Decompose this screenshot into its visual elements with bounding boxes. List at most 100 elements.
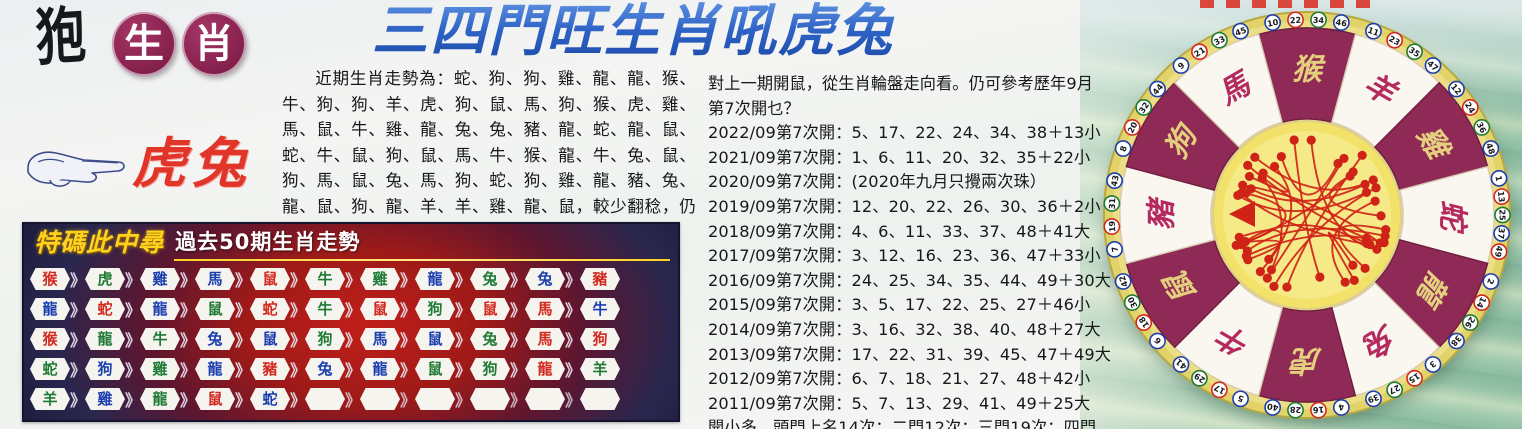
zodiac-cell: 鼠 xyxy=(195,298,235,320)
zodiac-cell xyxy=(525,388,565,410)
wheel-number-ball xyxy=(1494,206,1511,224)
zodiac-cell: 馬 xyxy=(360,328,400,350)
chevron-right-icon: 》 xyxy=(235,271,252,290)
chevron-right-icon: 》 xyxy=(510,361,527,380)
history-entry: 2021/09第7次開：1、6、11、20、32、35＋22小 xyxy=(708,147,1091,167)
trend-table-header: 特碼此中尋 過去50期生肖走勢 xyxy=(24,224,678,262)
wheel-number-ball xyxy=(1461,314,1479,331)
history-entry: 2016/09第7次開：24、25、34、35、44、49＋30大 xyxy=(708,270,1112,290)
wheel-number-ball xyxy=(1482,273,1500,290)
wheel-number-label: 22 xyxy=(1290,15,1302,26)
wheel-number-label: 19 xyxy=(1107,220,1118,232)
wheel-number-label: 5 xyxy=(1236,393,1245,404)
zodiac-cell: 豬 xyxy=(250,358,290,380)
chevron-right-icon: 》 xyxy=(180,301,197,320)
chevron-right-icon: 》 xyxy=(455,331,472,350)
wheel-segment-label: 豬 xyxy=(1145,195,1180,230)
table-row: 猴》虎》雞》馬》鼠》牛》雞》龍》兔》兔》豬 xyxy=(30,264,672,294)
wheel-number-ball xyxy=(1114,140,1132,157)
wheel-number-ball xyxy=(1232,390,1249,408)
zodiac-wheel: 猴 10 22 34 46 羊 11 23 35 47 雞 12 24 36 48 蛇 1 13 25 37 49 龍 2 1… xyxy=(1098,8,1516,422)
zodiac-cell: 猴 xyxy=(30,328,70,350)
zodiac-cell: 馬 xyxy=(525,328,565,350)
wheel-number-ball xyxy=(1232,22,1249,40)
chevron-right-icon: 》 xyxy=(290,331,307,350)
decorative-top-strip xyxy=(1200,0,1380,8)
zodiac-cell: 蛇 xyxy=(250,388,290,410)
wheel-number-ball xyxy=(1386,381,1404,399)
wheel-number-ball xyxy=(1482,140,1500,157)
zodiac-cell: 龍 xyxy=(85,328,125,350)
chevron-right-icon: 》 xyxy=(400,361,417,380)
chevron-right-icon: 》 xyxy=(565,271,582,290)
chevron-right-icon: 》 xyxy=(400,391,417,410)
chevron-right-icon: 》 xyxy=(345,301,362,320)
wheel-number-ball xyxy=(1149,80,1166,98)
wheel-number-label: 31 xyxy=(1107,197,1118,209)
zodiac-cell: 兔 xyxy=(305,358,345,380)
wheel-number-label: 10 xyxy=(1266,17,1279,29)
wheel-number-ball xyxy=(1149,332,1166,350)
chevron-right-icon: 》 xyxy=(455,391,472,410)
wheel-number-ball xyxy=(1264,14,1282,31)
chevron-right-icon: 》 xyxy=(455,301,472,320)
masthead-pointer-label: 虎兔 xyxy=(132,132,252,195)
zodiac-cell: 牛 xyxy=(305,268,345,290)
wheel-number-label: 7 xyxy=(1109,245,1120,253)
table-row: 羊》雞》龍》鼠》蛇》》》》》》 xyxy=(30,384,672,414)
wheel-number-ball xyxy=(1448,332,1465,350)
wheel-number-ball xyxy=(1123,118,1141,136)
chevron-right-icon: 》 xyxy=(345,361,362,380)
chevron-right-icon: 》 xyxy=(345,331,362,350)
chevron-right-icon: 》 xyxy=(70,331,87,350)
zodiac-cell xyxy=(415,388,455,410)
wheel-number-label: 17 xyxy=(1212,382,1227,396)
chevron-right-icon: 》 xyxy=(125,391,142,410)
zodiac-cell: 雞 xyxy=(360,268,400,290)
wheel-number-ball xyxy=(1365,390,1382,408)
article-summary: 開小多，頭門上名14次；二門12次；三門19次；四門17次；尾門15次，看走勢可… xyxy=(708,418,1097,429)
wheel-number-ball xyxy=(1493,188,1511,206)
wheel-number-label: 14 xyxy=(1474,295,1488,310)
zodiac-cell: 雞 xyxy=(140,268,180,290)
chevron-right-icon: 》 xyxy=(125,301,142,320)
wheel-number-ball xyxy=(1114,273,1132,290)
chevron-right-icon: 》 xyxy=(290,361,307,380)
wheel-number-ball xyxy=(1210,381,1228,399)
zodiac-cell: 虎 xyxy=(85,268,125,290)
wheel-number-ball xyxy=(1424,356,1442,373)
wheel-number-ball xyxy=(1191,43,1208,61)
zodiac-cell: 羊 xyxy=(30,388,70,410)
table-row: 龍》蛇》龍》鼠》蛇》牛》鼠》狗》鼠》馬》牛 xyxy=(30,294,672,324)
wheel-number-label: 9 xyxy=(1176,60,1187,72)
wheel-number-ball xyxy=(1493,224,1511,242)
article-left-paragraph: 近期生肖走勢為：蛇、狗、狗、雞、龍、龍、猴、牛、狗、狗、羊、虎、狗、鼠、馬、狗、… xyxy=(282,69,696,241)
zodiac-cell xyxy=(360,388,400,410)
wheel-number-ball xyxy=(1103,195,1121,212)
pointing-hand-icon xyxy=(27,151,125,187)
chevron-right-icon: 》 xyxy=(180,391,197,410)
history-entry: 2017/09第7次開：3、12、16、23、36、47＋33小 xyxy=(708,246,1101,266)
wheel-number-label: 37 xyxy=(1496,227,1507,240)
wheel-number-ball xyxy=(1287,11,1304,29)
wheel-number-ball xyxy=(1461,99,1479,116)
zodiac-cell: 狗 xyxy=(580,328,620,350)
wheel-number-ball xyxy=(1287,401,1304,419)
wheel-number-label: 25 xyxy=(1497,209,1507,221)
chevron-right-icon: 》 xyxy=(345,391,362,410)
wheel-number-ball xyxy=(1406,43,1423,61)
wheel-number-ball xyxy=(1172,57,1190,74)
masthead-logo-glyph: 狍 xyxy=(34,0,88,75)
wheel-number-label: 33 xyxy=(1212,33,1227,47)
chevron-right-icon: 》 xyxy=(290,301,307,320)
zodiac-cell: 鼠 xyxy=(415,328,455,350)
zodiac-cell: 狗 xyxy=(305,328,345,350)
wheel-number-label: 48 xyxy=(1484,142,1497,156)
zodiac-cell: 羊 xyxy=(580,358,620,380)
zodiac-cell: 兔 xyxy=(470,268,510,290)
chevron-right-icon: 》 xyxy=(235,301,252,320)
wheel-number-ball xyxy=(1473,118,1491,136)
zodiac-cell: 牛 xyxy=(580,298,620,320)
trend-title-rule xyxy=(174,259,670,261)
chevron-right-icon: 》 xyxy=(510,271,527,290)
